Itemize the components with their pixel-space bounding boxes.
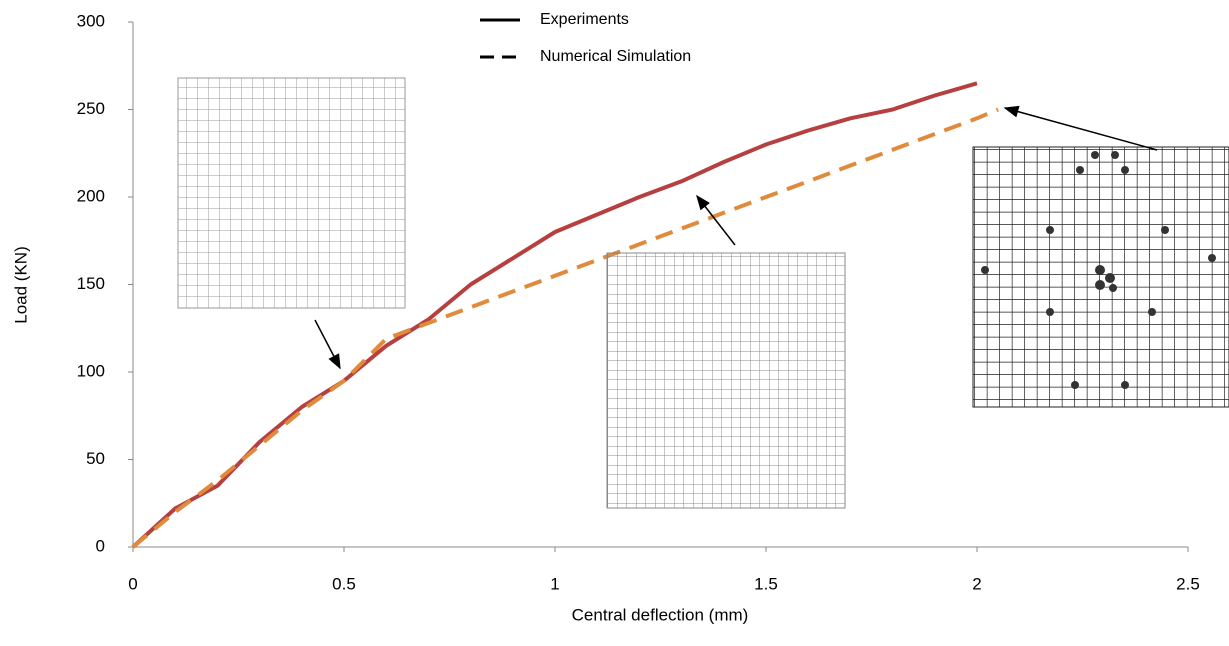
inset-image [607,253,845,508]
y-tick-label: 250 [77,99,105,118]
y-tick-label: 300 [77,11,105,30]
y-tick-label: 50 [86,449,105,468]
y-tick-label: 100 [77,361,105,380]
arrow [1005,108,1157,150]
arrow [315,320,340,368]
x-tick-label: 2.5 [1176,574,1200,593]
x-tick-label: 2 [972,574,981,593]
legend-label: Numerical Simulation [540,48,691,65]
x-tick-label: 1 [550,574,559,593]
y-tick-label: 0 [96,536,105,555]
inset-image [178,78,405,308]
chart: 0 50 100 150 200 250 300 0 0.5 1 1.5 2 2.5 Central d… [0,0,1229,646]
y-tick-label: 150 [77,274,105,293]
x-tick-label: 0 [128,574,137,593]
arrow [697,196,735,245]
x-axis-label: Central deflection (mm) [572,605,749,624]
inset-image [973,147,1229,407]
legend-label: Experiments [540,11,629,28]
x-tick-label: 0.5 [332,574,356,593]
x-tick-label: 1.5 [754,574,778,593]
y-axis-label: Load (KN) [11,246,30,323]
y-tick-label: 200 [77,186,105,205]
